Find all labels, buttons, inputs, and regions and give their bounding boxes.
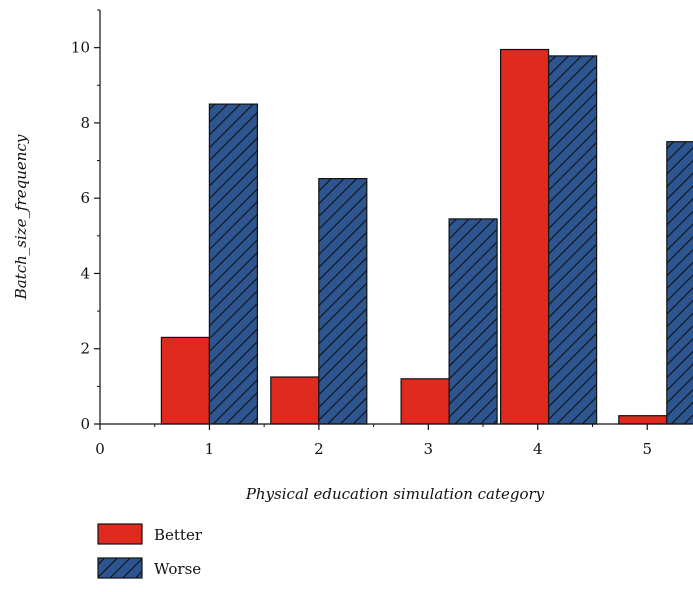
bar-better-2 <box>270 376 320 425</box>
legend: Better Worse <box>97 523 203 579</box>
legend-swatch-worse <box>97 557 143 579</box>
y-tick-label-10: 10 <box>71 39 90 57</box>
bar-better-3 <box>400 378 450 425</box>
bars-group <box>160 48 693 425</box>
bar-worse-1 <box>208 103 258 425</box>
y-tick-label-8: 8 <box>80 114 90 132</box>
bar-better-4 <box>500 48 550 425</box>
bar-better-1 <box>160 336 210 425</box>
bar-worse-5 <box>666 141 693 425</box>
bar-worse-2 <box>318 178 368 425</box>
x-tick-label-0: 0 <box>95 440 105 458</box>
y-tick-label-2: 2 <box>80 340 90 358</box>
ticks-group: 0 2 4 6 8 10 0 1 2 3 4 5 <box>71 9 652 458</box>
y-tick-label-6: 6 <box>80 189 90 207</box>
x-tick-label-3: 3 <box>424 440 434 458</box>
bar-worse-4 <box>547 55 598 425</box>
legend-swatch-better <box>97 523 143 545</box>
x-tick-label-5: 5 <box>642 440 652 458</box>
legend-label-better: Better <box>154 526 203 544</box>
bar-better-5 <box>618 415 668 425</box>
bar-worse-3 <box>448 218 498 425</box>
x-axis-title: Physical education simulation category <box>245 485 545 503</box>
x-tick-label-1: 1 <box>205 440 215 458</box>
y-tick-label-0: 0 <box>80 415 90 433</box>
x-tick-label-4: 4 <box>533 440 543 458</box>
y-axis-title: Batch_size_frequency <box>12 134 30 300</box>
legend-label-worse: Worse <box>154 560 201 578</box>
x-tick-label-2: 2 <box>314 440 324 458</box>
y-tick-label-4: 4 <box>80 264 90 282</box>
